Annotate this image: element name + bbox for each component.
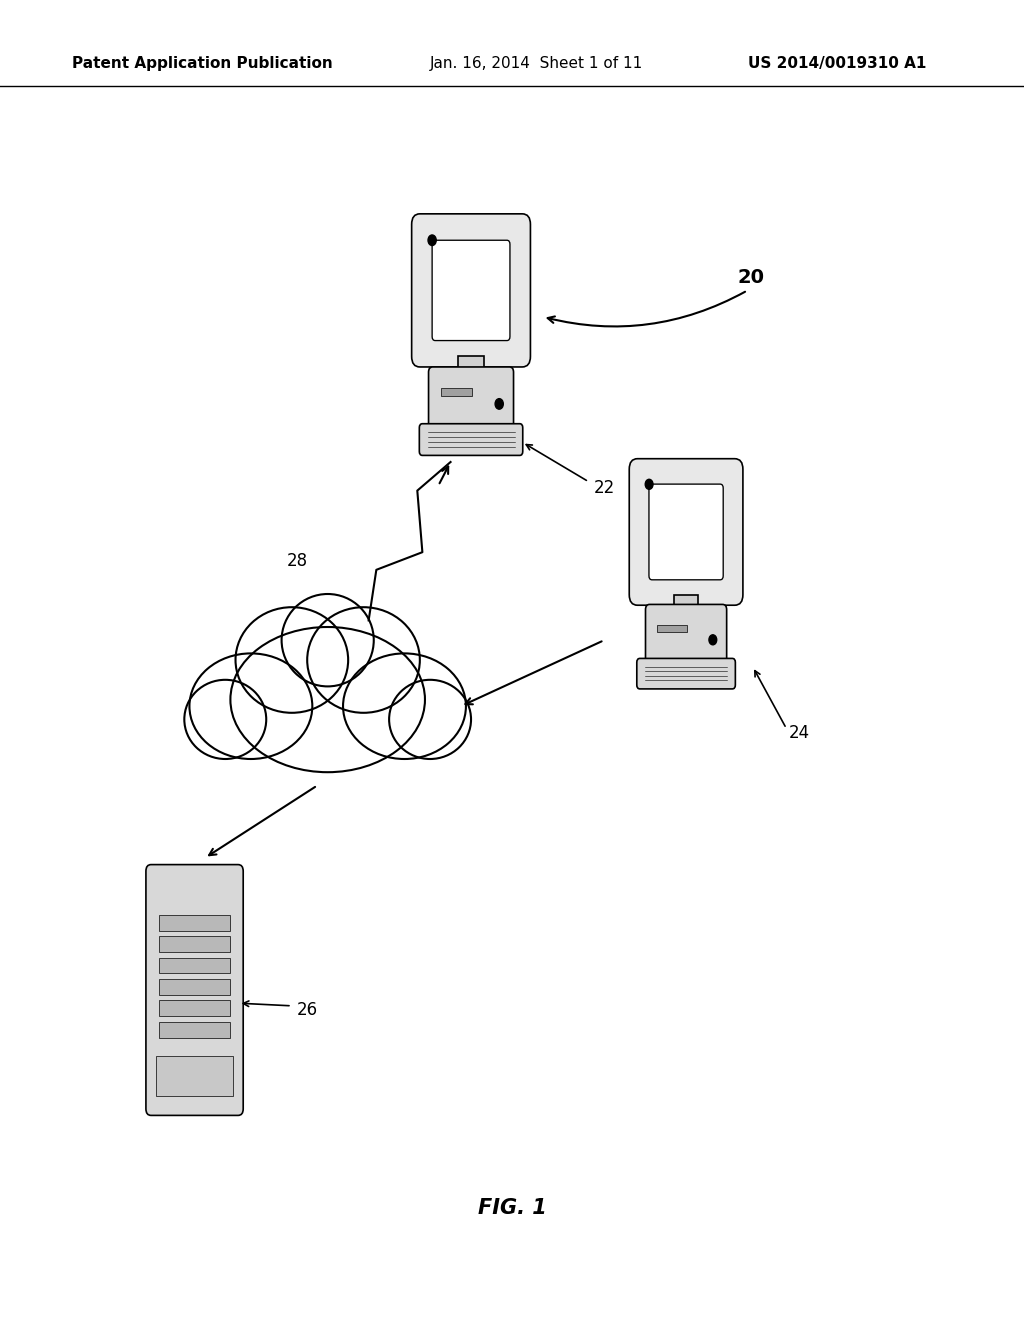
Text: FIG. 1: FIG. 1 [477,1197,547,1218]
Bar [160,936,229,952]
FancyBboxPatch shape [145,865,244,1115]
Circle shape [496,399,504,409]
Ellipse shape [343,653,466,759]
Bar [160,1001,229,1016]
Text: Patent Application Publication: Patent Application Publication [72,55,333,71]
Bar [459,356,484,372]
Bar [156,1056,233,1096]
FancyBboxPatch shape [637,659,735,689]
Bar [441,388,471,396]
Circle shape [645,479,653,490]
Text: 26: 26 [297,1001,318,1019]
FancyBboxPatch shape [420,424,523,455]
Circle shape [428,235,436,246]
Bar [160,957,229,973]
FancyBboxPatch shape [629,459,743,605]
Text: 28: 28 [287,552,308,570]
Ellipse shape [307,607,420,713]
Bar [160,979,229,995]
Bar [160,915,229,931]
Text: Jan. 16, 2014  Sheet 1 of 11: Jan. 16, 2014 Sheet 1 of 11 [430,55,643,71]
Text: 24: 24 [788,723,810,742]
FancyBboxPatch shape [432,240,510,341]
Ellipse shape [282,594,374,686]
Circle shape [709,635,717,644]
Ellipse shape [389,680,471,759]
Bar [657,624,686,632]
Bar [160,1022,229,1038]
Ellipse shape [189,653,312,759]
FancyBboxPatch shape [649,484,723,579]
Text: US 2014/0019310 A1: US 2014/0019310 A1 [748,55,926,71]
Ellipse shape [184,680,266,759]
FancyBboxPatch shape [412,214,530,367]
Text: 20: 20 [737,268,764,286]
FancyBboxPatch shape [429,367,514,430]
Bar [674,594,698,610]
Text: 22: 22 [594,479,615,498]
FancyBboxPatch shape [645,605,727,665]
Ellipse shape [230,627,425,772]
Ellipse shape [236,607,348,713]
